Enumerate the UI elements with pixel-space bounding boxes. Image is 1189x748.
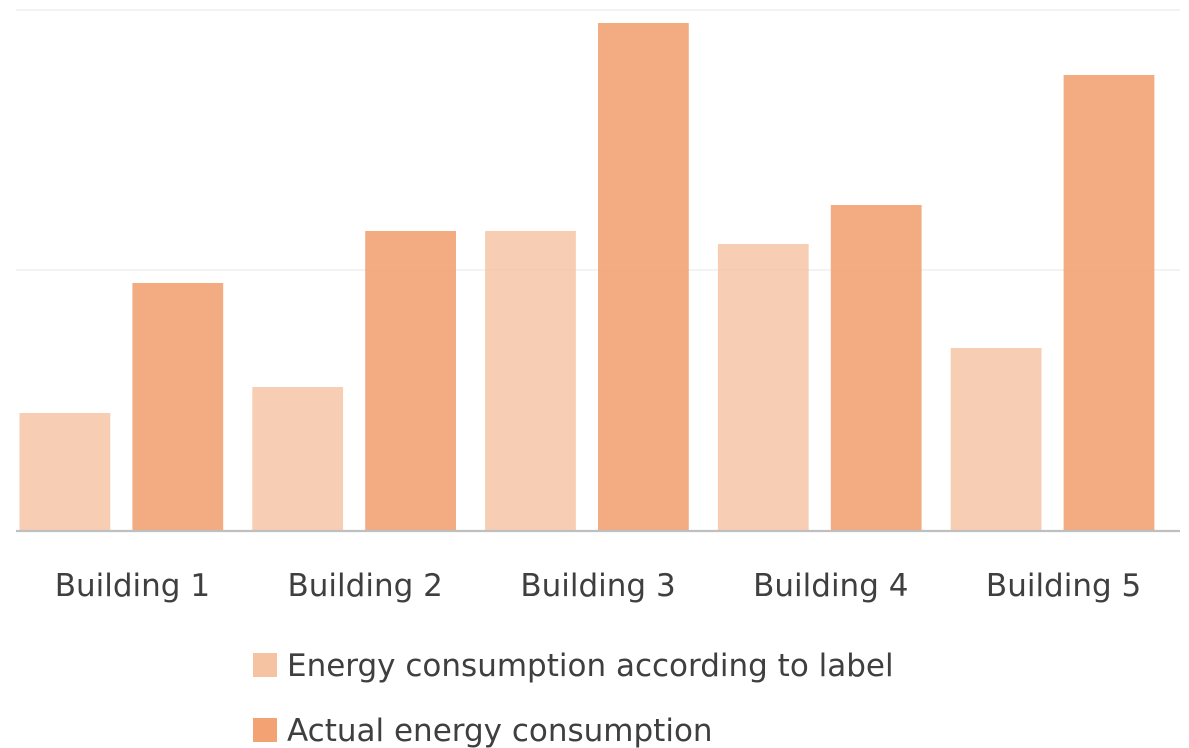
x-tick-labels: Building 1 Building 2 Building 3 Building 4… <box>55 568 1142 604</box>
bar-label-consumption <box>19 413 111 530</box>
x-tick-label: Building 2 <box>288 568 443 604</box>
legend-label: Energy consumption according to label <box>287 648 894 684</box>
bar-label-consumption <box>717 244 809 530</box>
x-tick-label: Building 4 <box>753 568 908 604</box>
legend: Energy consumption according to label Act… <box>253 648 894 748</box>
bar-actual-consumption <box>598 23 689 530</box>
x-tick-label: Building 3 <box>520 568 675 604</box>
bar-actual-consumption <box>830 205 922 530</box>
bars <box>19 23 1155 530</box>
bar-actual-consumption <box>132 283 224 530</box>
legend-swatch <box>253 653 277 677</box>
legend-label: Actual energy consumption <box>287 713 713 748</box>
bar-label-consumption <box>485 231 576 530</box>
x-tick-label: Building 5 <box>986 568 1141 604</box>
bar-actual-consumption <box>365 231 456 530</box>
legend-swatch <box>253 718 277 742</box>
legend-item-label-consumption: Energy consumption according to label <box>253 648 894 684</box>
bar-label-consumption <box>252 387 344 530</box>
bar-label-consumption <box>950 348 1042 530</box>
legend-item-actual-consumption: Actual energy consumption <box>253 713 713 748</box>
x-tick-label: Building 1 <box>55 568 210 604</box>
bar-actual-consumption <box>1063 75 1155 530</box>
